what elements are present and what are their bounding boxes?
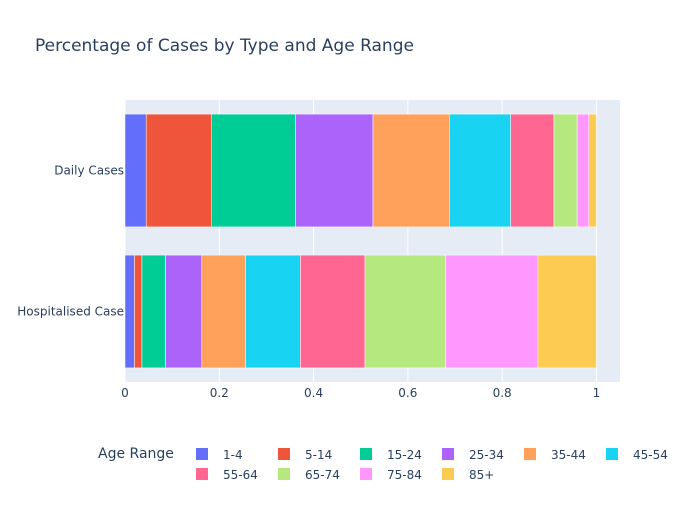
legend-item-label: 5-14 xyxy=(305,448,332,462)
bar-segment xyxy=(145,113,212,228)
legend-swatch xyxy=(278,448,290,460)
bar-segment xyxy=(553,113,578,228)
x-tick-label: 0.4 xyxy=(304,386,323,400)
bar-segment xyxy=(141,254,166,369)
legend-swatch xyxy=(606,448,618,460)
legend-swatch xyxy=(442,448,454,460)
legend-item-label: 85+ xyxy=(469,468,494,482)
x-tick-label: 0.8 xyxy=(493,386,512,400)
bar-segment xyxy=(201,254,246,369)
bar-segment xyxy=(372,113,450,228)
bar-segment xyxy=(588,113,597,228)
legend: Age Range 1-4 5-14 15-24 25-34 35-44 45-54 55-… xyxy=(98,446,668,482)
axis-layer: 0 0.2 0.4 0.6 0.8 1 Daily Cases Hospitalised Ca… xyxy=(17,164,600,401)
legend-swatch xyxy=(196,468,208,480)
legend-title: Age Range xyxy=(98,446,174,462)
bar-segment xyxy=(537,254,597,369)
legend-item-label: 25-34 xyxy=(469,448,504,462)
legend-item-label: 65-74 xyxy=(305,468,340,482)
bar-segment xyxy=(245,254,301,369)
bar-segment xyxy=(445,254,539,369)
chart-title: Percentage of Cases by Type and Age Rang… xyxy=(35,36,414,56)
legend-swatch xyxy=(278,468,290,480)
legend-item-label: 1-4 xyxy=(223,448,243,462)
legend-swatch xyxy=(196,448,208,460)
bar-segment xyxy=(510,113,555,228)
legend-item-label: 45-54 xyxy=(633,448,668,462)
y-category-label: Hospitalised Case xyxy=(17,305,124,319)
bar-segment xyxy=(165,254,203,369)
y-category-label: Daily Cases xyxy=(54,164,124,178)
x-tick-label: 1 xyxy=(593,386,601,400)
legend-swatch xyxy=(524,448,536,460)
bar-segment xyxy=(211,113,296,228)
bar-segment xyxy=(295,113,374,228)
bar-segment xyxy=(124,113,147,228)
bars-layer xyxy=(124,113,597,369)
legend-swatch xyxy=(360,468,372,480)
bar-segment xyxy=(300,254,366,369)
x-tick-label: 0.6 xyxy=(398,386,417,400)
legend-item-label: 75-84 xyxy=(387,468,422,482)
legend-item-label: 55-64 xyxy=(223,468,258,482)
x-tick-label: 0.2 xyxy=(210,386,229,400)
legend-item-label: 15-24 xyxy=(387,448,422,462)
x-tick-label: 0 xyxy=(121,386,129,400)
legend-item-label: 35-44 xyxy=(551,448,586,462)
bar-segment xyxy=(134,254,143,369)
bar-segment xyxy=(576,113,590,228)
bar-segment xyxy=(124,254,135,369)
bar-segment xyxy=(449,113,511,228)
legend-swatch xyxy=(360,448,372,460)
legend-swatch xyxy=(442,468,454,480)
bar-segment xyxy=(364,254,446,369)
